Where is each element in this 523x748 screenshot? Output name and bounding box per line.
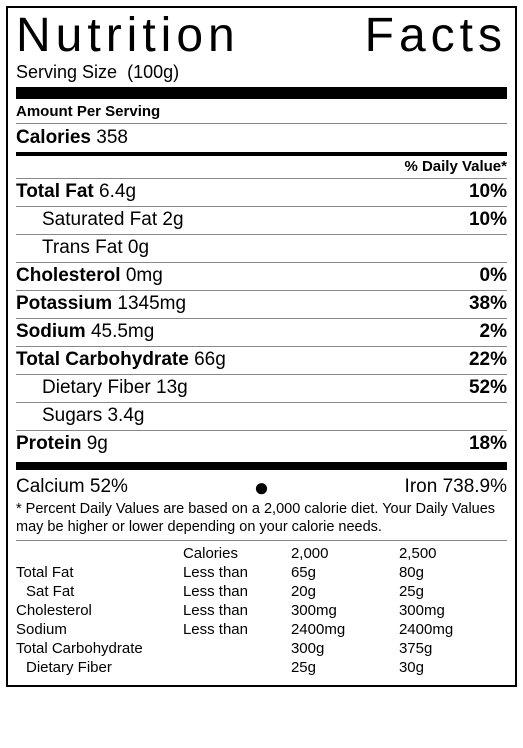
calories-value: 358 [96,127,128,148]
nutrient-amount: 0g [128,237,149,258]
vitamin-row: Calcium 52% ● Iron 738.9% [16,474,507,500]
cell: 2,500 [399,544,507,563]
nutrient-dv: 18% [469,433,507,455]
cell: 20g [291,582,399,601]
table-row: Cholesterol Less than 300mg 300mg [16,601,507,620]
nutrient-name: Total Fat [16,181,94,202]
table-row: Total Carbohydrate 300g 375g [16,639,507,658]
calories-line: Calories 358 [16,124,507,156]
vitamin-iron: Iron 738.9% [343,476,507,498]
nutrient-name: Protein [16,433,81,454]
cell: 25g [399,582,507,601]
cell: 65g [291,563,399,582]
nutrient-dv: 2% [480,321,507,343]
nutrient-name: Dietary Fiber [42,377,151,398]
cell: Sodium [16,620,183,639]
cell: Total Carbohydrate [16,639,183,658]
title: Nutrition Facts [16,12,507,60]
nutrient-amount: 1345mg [117,293,186,314]
nutrient-amount: 6.4g [99,181,136,202]
cell: Less than [183,620,291,639]
table-row: Calories 2,000 2,500 [16,544,507,563]
row-protein: Protein 9g 18% [16,431,507,458]
cell: 25g [291,658,399,677]
nutrition-label: Nutrition Facts Serving Size (100g) Amou… [6,6,517,687]
nutrient-name: Sugars [42,405,102,426]
row-sat-fat: Saturated Fat 2g 10% [16,207,507,235]
row-fiber: Dietary Fiber 13g 52% [16,375,507,403]
row-total-fat: Total Fat 6.4g 10% [16,179,507,207]
cell [183,658,291,677]
row-total-carb: Total Carbohydrate 66g 22% [16,347,507,375]
cell: Less than [183,582,291,601]
cell: 2400mg [399,620,507,639]
cell: Sat Fat [16,582,183,601]
cell: 2400mg [291,620,399,639]
cell: Less than [183,563,291,582]
reference-table: Calories 2,000 2,500 Total Fat Less than… [16,544,507,677]
cell: Dietary Fiber [16,658,183,677]
dv-header: % Daily Value* [16,156,507,179]
table-row: Dietary Fiber 25g 30g [16,658,507,677]
amount-per-serving: Amount Per Serving [16,103,507,124]
cell: Less than [183,601,291,620]
vitamin-calcium: Calcium 52% [16,476,180,498]
row-sugars: Sugars 3.4g [16,403,507,431]
row-sodium: Sodium 45.5mg 2% [16,319,507,347]
cell: 300g [291,639,399,658]
table-row: Total Fat Less than 65g 80g [16,563,507,582]
nutrient-dv: 10% [469,209,507,231]
nutrient-amount: 3.4g [107,405,144,426]
divider-thick [16,462,507,470]
nutrient-name: Sodium [16,321,86,342]
nutrient-amount: 45.5mg [91,321,154,342]
table-row: Sat Fat Less than 20g 25g [16,582,507,601]
cell: 30g [399,658,507,677]
row-potassium: Potassium 1345mg 38% [16,291,507,319]
cell: Cholesterol [16,601,183,620]
serving-size-line: Serving Size (100g) [16,62,507,83]
nutrient-name: Cholesterol [16,265,121,286]
nutrient-dv: 52% [469,377,507,399]
cell: 375g [399,639,507,658]
row-cholesterol: Cholesterol 0mg 0% [16,263,507,291]
nutrient-name: Potassium [16,293,112,314]
cell [16,544,183,563]
cell: 2,000 [291,544,399,563]
nutrient-dv: 22% [469,349,507,371]
nutrient-amount: 0mg [126,265,163,286]
bullet-icon: ● [180,480,344,494]
cell [183,639,291,658]
calories-label: Calories [16,127,91,148]
cell: Calories [183,544,291,563]
nutrient-dv: 0% [480,265,507,287]
nutrient-dv: 38% [469,293,507,315]
nutrient-amount: 13g [156,377,188,398]
nutrient-name: Trans Fat [42,237,123,258]
serving-value: (100g) [127,62,179,82]
table-row: Sodium Less than 2400mg 2400mg [16,620,507,639]
cell: 300mg [291,601,399,620]
cell: 300mg [399,601,507,620]
nutrient-dv: 10% [469,181,507,203]
cell: Total Fat [16,563,183,582]
nutrient-name: Saturated Fat [42,209,157,230]
nutrient-amount: 2g [162,209,183,230]
nutrient-amount: 66g [194,349,226,370]
divider-thick [16,87,507,99]
cell: 80g [399,563,507,582]
nutrient-name: Total Carbohydrate [16,349,189,370]
footnote: * Percent Daily Values are based on a 2,… [16,500,507,541]
nutrient-amount: 9g [87,433,108,454]
row-trans-fat: Trans Fat 0g [16,235,507,263]
serving-label: Serving Size [16,62,117,82]
